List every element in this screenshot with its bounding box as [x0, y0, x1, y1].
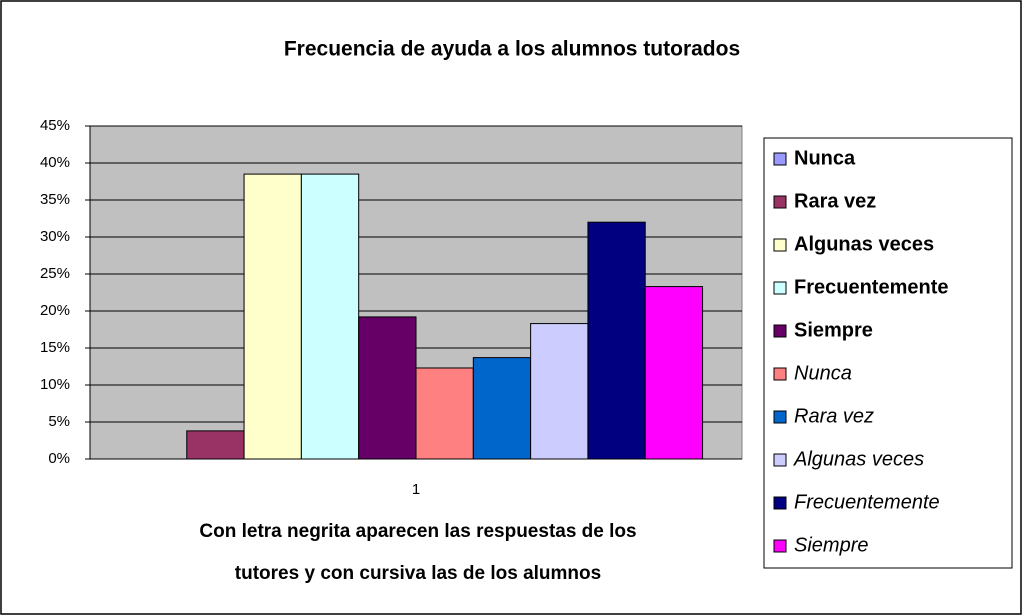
- y-tick-label: 15%: [40, 339, 70, 356]
- bar: [530, 323, 589, 460]
- legend-label: Nunca: [794, 362, 852, 384]
- legend-label: Frecuentemente: [794, 276, 949, 298]
- legend-swatch: [773, 238, 787, 252]
- legend-swatch: [773, 453, 787, 467]
- legend-label: Siempre: [794, 534, 868, 556]
- legend-box: [763, 137, 1013, 569]
- legend-label: Rara vez: [794, 190, 876, 212]
- bar: [358, 316, 417, 460]
- legend-swatch: [773, 367, 787, 381]
- legend-label: Rara vez: [794, 405, 874, 427]
- y-tick-label: 35%: [40, 191, 70, 208]
- annotation: Con letra negrita aparecen las respuesta…: [199, 521, 636, 542]
- y-tick-label: 25%: [40, 265, 70, 282]
- bar: [186, 430, 245, 460]
- bar: [587, 221, 646, 460]
- legend-swatch: [773, 195, 787, 209]
- legend-label: Algunas veces: [793, 448, 924, 470]
- bar: [415, 367, 474, 460]
- legend-label: Frecuentemente: [794, 491, 940, 513]
- legend-label: Siempre: [794, 319, 873, 341]
- bar: [644, 286, 704, 460]
- y-tick-label: 20%: [40, 302, 70, 319]
- legend-swatch: [773, 496, 787, 510]
- chart-title: Frecuencia de ayuda a los alumnos tutora…: [284, 38, 740, 61]
- legend-swatch: [773, 152, 787, 166]
- y-tick-label: 5%: [48, 413, 70, 430]
- y-tick-label: 10%: [40, 376, 70, 393]
- bar: [243, 173, 302, 460]
- y-tick-label: 30%: [40, 228, 70, 245]
- legend-label: Algunas veces: [794, 233, 934, 255]
- bar: [472, 357, 532, 460]
- legend-swatch: [773, 324, 787, 338]
- annotation: tutores y con cursiva las de los alumnos: [235, 563, 601, 584]
- legend-swatch: [773, 539, 787, 553]
- y-tick-label: 40%: [40, 154, 70, 171]
- legend-label: Nunca: [794, 147, 856, 169]
- legend-swatch: [773, 281, 787, 295]
- legend-swatch: [773, 410, 787, 424]
- y-tick-label: 45%: [40, 117, 70, 134]
- x-tick-label: 1: [412, 481, 420, 498]
- y-tick-label: 0%: [48, 450, 70, 467]
- bar: [300, 173, 360, 460]
